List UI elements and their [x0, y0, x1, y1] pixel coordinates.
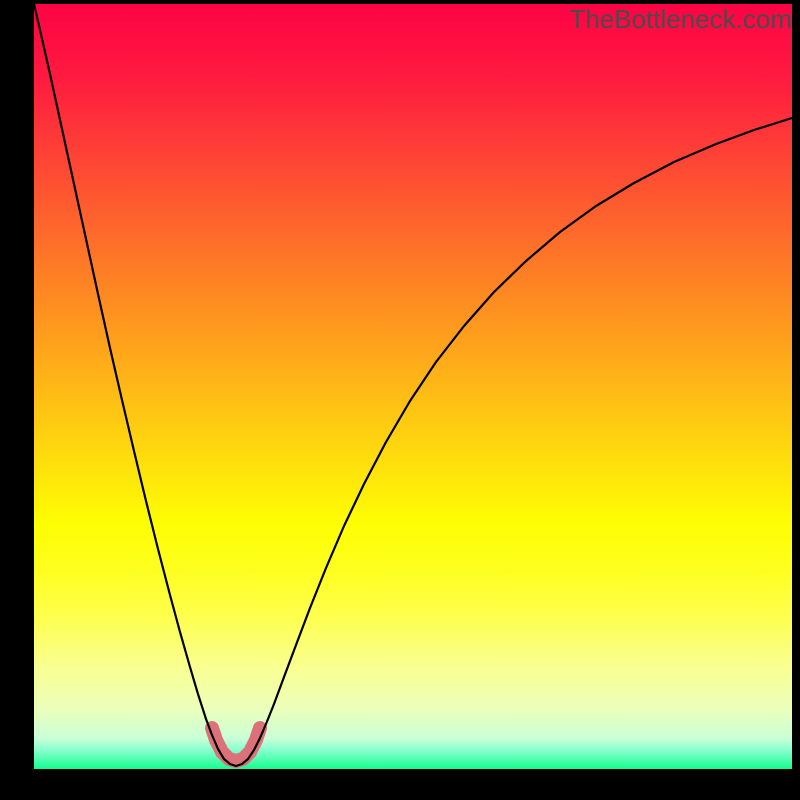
bottleneck-curve: [34, 4, 792, 766]
curve-layer: [34, 4, 792, 769]
chart-canvas: TheBottleneck.com: [0, 0, 800, 800]
watermark-text: TheBottleneck.com: [569, 4, 792, 35]
optimal-region-marker: [212, 728, 260, 761]
plot-area: [34, 4, 792, 769]
